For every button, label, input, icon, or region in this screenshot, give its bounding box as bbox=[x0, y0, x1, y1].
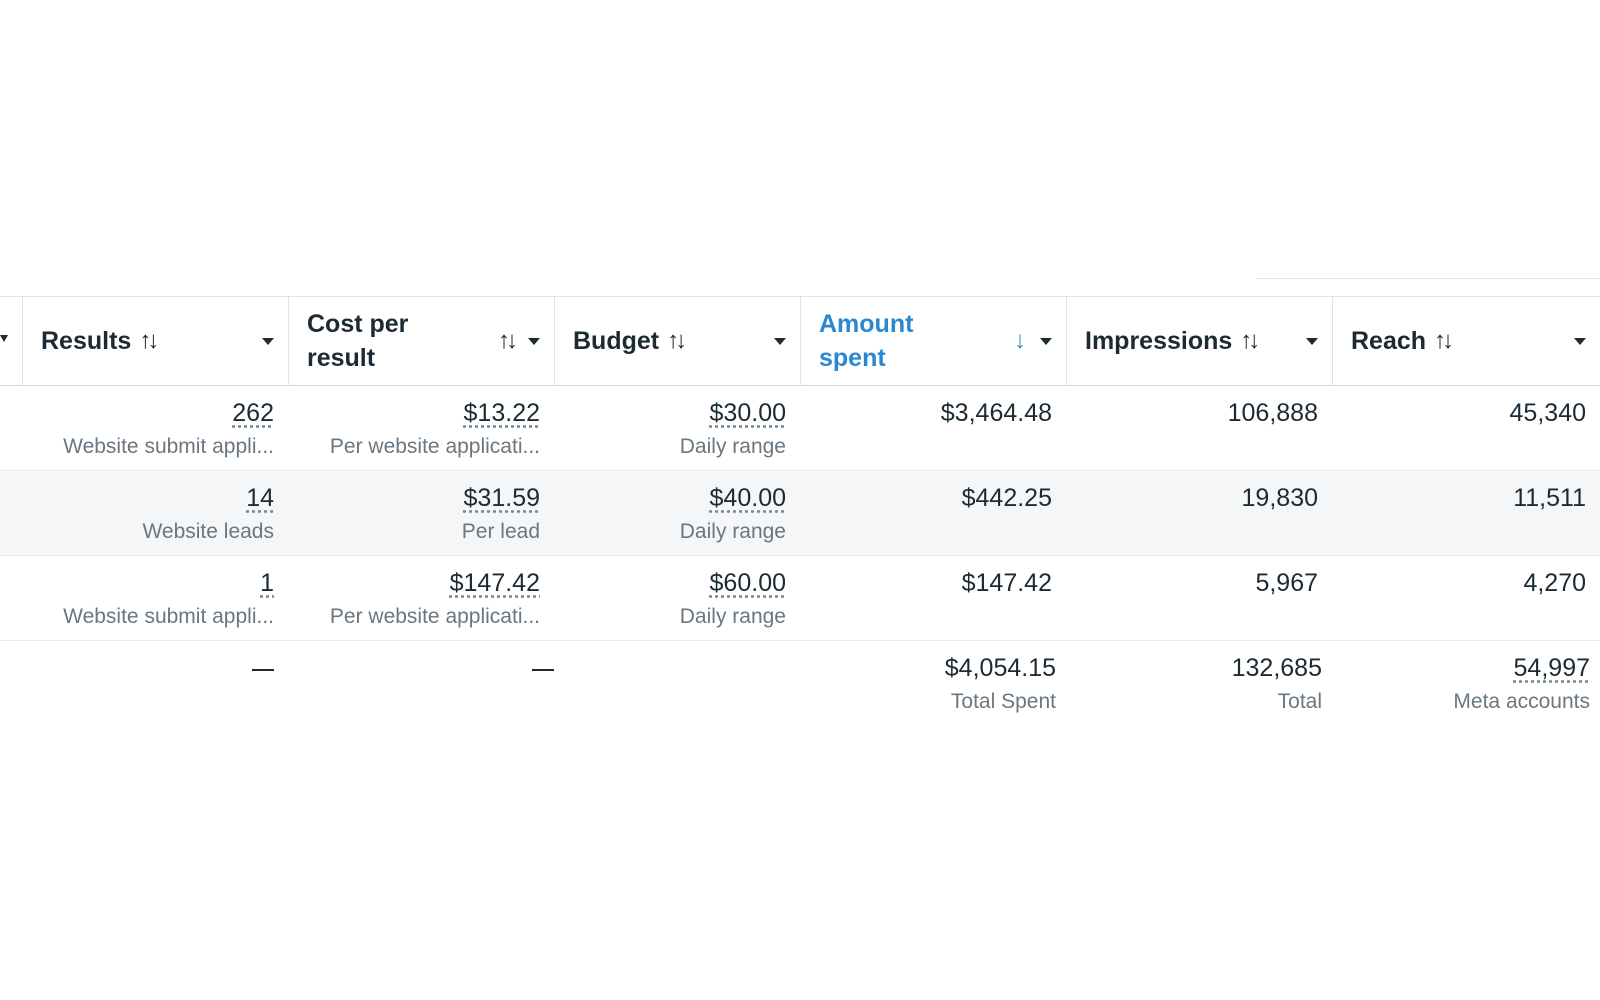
totals-row: $4,054.15 Total Spent 132,685 Total 54,9… bbox=[0, 641, 1600, 731]
cell-results: 14 Website leads bbox=[22, 471, 288, 555]
total-reach: 54,997 Meta accounts bbox=[1332, 641, 1600, 731]
caret-down-icon[interactable] bbox=[1040, 337, 1052, 345]
column-header-amount-spent[interactable]: Amount spent ↓ bbox=[800, 297, 1066, 385]
total-cost-per-result bbox=[288, 641, 554, 731]
caret-down-icon[interactable] bbox=[528, 337, 540, 345]
cost-value[interactable]: $147.42 bbox=[449, 569, 540, 597]
total-reach-value[interactable]: 54,997 bbox=[1513, 654, 1590, 682]
table-row[interactable]: 1 Website submit appli... $147.42 Per we… bbox=[0, 556, 1600, 641]
cell-cost-per-result: $147.42 Per website applicati... bbox=[288, 556, 554, 640]
reach-value: 45,340 bbox=[1509, 399, 1586, 427]
cell-impressions: 19,830 bbox=[1066, 471, 1332, 555]
total-reach-label: Meta accounts bbox=[1453, 690, 1590, 713]
table-row[interactable]: 14 Website leads $31.59 Per lead $40.00 … bbox=[0, 471, 1600, 556]
sort-arrows-icon[interactable]: ↑↓ bbox=[139, 327, 159, 354]
budget-type: Daily range bbox=[679, 435, 786, 458]
total-results bbox=[22, 641, 288, 731]
total-spent-value: $4,054.15 bbox=[944, 654, 1056, 682]
column-header-reach[interactable]: Reach ↑↓ bbox=[1332, 297, 1600, 385]
cost-value[interactable]: $31.59 bbox=[463, 484, 540, 512]
amount-spent-value: $3,464.48 bbox=[940, 399, 1052, 427]
results-value[interactable]: 14 bbox=[246, 484, 274, 512]
caret-down-icon[interactable] bbox=[1306, 337, 1318, 345]
column-label-impressions: Impressions bbox=[1085, 327, 1233, 355]
cell-budget: $40.00 Daily range bbox=[554, 471, 800, 555]
amount-spent-value: $442.25 bbox=[961, 484, 1052, 512]
results-value[interactable]: 262 bbox=[232, 399, 274, 427]
cost-type: Per website applicati... bbox=[329, 435, 540, 458]
sort-arrows-icon[interactable]: ↑↓ bbox=[1434, 327, 1454, 354]
column-label-amount-spent: Amount spent bbox=[819, 310, 914, 372]
cell-cost-per-result: $13.22 Per website applicati... bbox=[288, 386, 554, 470]
sort-descending-icon[interactable]: ↓ bbox=[1014, 327, 1026, 354]
total-impressions-label: Total bbox=[1277, 690, 1322, 713]
impressions-value: 5,967 bbox=[1255, 569, 1318, 597]
cell-reach: 11,511 bbox=[1332, 471, 1600, 555]
column-label-cost-per-result: Cost per result bbox=[307, 310, 409, 372]
impressions-value: 106,888 bbox=[1227, 399, 1318, 427]
cell-amount-spent: $147.42 bbox=[800, 556, 1066, 640]
sort-arrows-icon[interactable]: ↑↓ bbox=[1240, 327, 1260, 354]
caret-down-icon[interactable] bbox=[262, 337, 274, 345]
cell-reach: 45,340 bbox=[1332, 386, 1600, 470]
caret-down-icon[interactable] bbox=[0, 335, 8, 342]
ads-table: Results ↑↓ Cost per result ↑↓ Budget ↑↓ … bbox=[0, 296, 1600, 731]
column-header-results[interactable]: Results ↑↓ bbox=[22, 297, 288, 385]
caret-down-icon[interactable] bbox=[1574, 337, 1586, 345]
top-divider bbox=[1256, 278, 1600, 279]
reach-value: 4,270 bbox=[1523, 569, 1586, 597]
total-amount-spent: $4,054.15 Total Spent bbox=[800, 641, 1066, 731]
budget-value[interactable]: $30.00 bbox=[709, 399, 786, 427]
impressions-value: 19,830 bbox=[1241, 484, 1318, 512]
sort-arrows-icon[interactable]: ↑↓ bbox=[667, 327, 687, 354]
total-impressions: 132,685 Total bbox=[1066, 641, 1332, 731]
column-label-results: Results bbox=[41, 327, 132, 355]
cell-impressions: 5,967 bbox=[1066, 556, 1332, 640]
cost-type: Per lead bbox=[461, 520, 540, 543]
column-label-budget: Budget bbox=[573, 327, 660, 355]
cell-budget: $60.00 Daily range bbox=[554, 556, 800, 640]
table-header: Results ↑↓ Cost per result ↑↓ Budget ↑↓ … bbox=[0, 296, 1600, 386]
results-type: Website submit appli... bbox=[63, 605, 274, 628]
results-type: Website submit appli... bbox=[63, 435, 274, 458]
cell-reach: 4,270 bbox=[1332, 556, 1600, 640]
cell-amount-spent: $3,464.48 bbox=[800, 386, 1066, 470]
column-label-reach: Reach bbox=[1351, 327, 1427, 355]
column-stub bbox=[0, 297, 22, 385]
cost-type: Per website applicati... bbox=[329, 605, 540, 628]
column-header-cost-per-result[interactable]: Cost per result ↑↓ bbox=[288, 297, 554, 385]
column-header-budget[interactable]: Budget ↑↓ bbox=[554, 297, 800, 385]
budget-value[interactable]: $40.00 bbox=[709, 484, 786, 512]
budget-value[interactable]: $60.00 bbox=[709, 569, 786, 597]
cell-amount-spent: $442.25 bbox=[800, 471, 1066, 555]
caret-down-icon[interactable] bbox=[774, 337, 786, 345]
empty-dash bbox=[252, 669, 274, 671]
cost-value[interactable]: $13.22 bbox=[463, 399, 540, 427]
reach-value: 11,511 bbox=[1513, 484, 1586, 512]
budget-type: Daily range bbox=[679, 520, 786, 543]
total-spent-label: Total Spent bbox=[950, 690, 1056, 713]
cell-cost-per-result: $31.59 Per lead bbox=[288, 471, 554, 555]
budget-type: Daily range bbox=[679, 605, 786, 628]
results-value[interactable]: 1 bbox=[260, 569, 274, 597]
sort-arrows-icon[interactable]: ↑↓ bbox=[498, 327, 518, 354]
cell-budget: $30.00 Daily range bbox=[554, 386, 800, 470]
total-impressions-value: 132,685 bbox=[1231, 654, 1322, 682]
cell-results: 262 Website submit appli... bbox=[22, 386, 288, 470]
column-header-impressions[interactable]: Impressions ↑↓ bbox=[1066, 297, 1332, 385]
results-type: Website leads bbox=[142, 520, 274, 543]
table-row[interactable]: 262 Website submit appli... $13.22 Per w… bbox=[0, 386, 1600, 471]
empty-dash bbox=[532, 669, 554, 671]
cell-impressions: 106,888 bbox=[1066, 386, 1332, 470]
amount-spent-value: $147.42 bbox=[961, 569, 1052, 597]
cell-results: 1 Website submit appli... bbox=[22, 556, 288, 640]
